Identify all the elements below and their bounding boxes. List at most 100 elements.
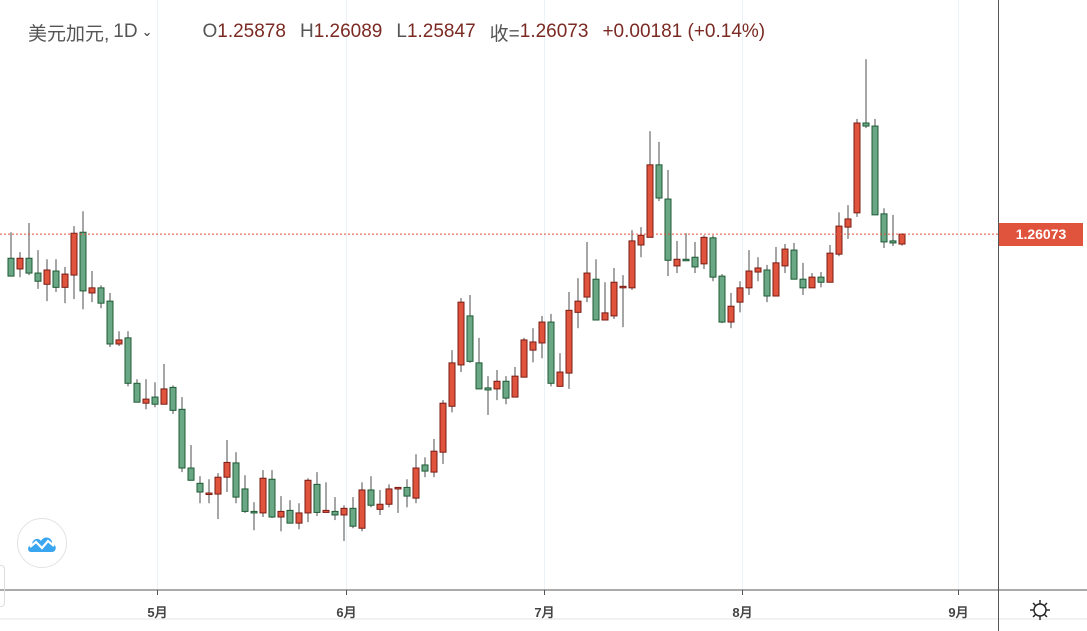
candle-down (862, 59, 870, 129)
candle-body (646, 164, 654, 238)
candle-up (583, 241, 591, 303)
candle-body (421, 464, 429, 472)
chart-legend: 美元加元, 1D ⌄ O 1.25878 H 1.26089 L 1.25847 收=… (28, 18, 765, 46)
candle-down (124, 331, 132, 387)
candle-body (34, 272, 42, 282)
grid-lines (157, 0, 959, 595)
candle-down (655, 141, 663, 202)
candle-up (70, 226, 78, 300)
candle-body (124, 337, 132, 384)
gear-icon[interactable] (1028, 598, 1052, 622)
candle-body (457, 301, 465, 366)
candle-up (898, 233, 906, 246)
month-label: 8月 (732, 605, 753, 620)
candle-up (619, 275, 627, 328)
candle-down (709, 235, 717, 282)
candle-down (241, 475, 249, 513)
candle-up (493, 370, 501, 401)
open-label: O (202, 21, 218, 42)
candle-body (475, 362, 483, 390)
candle-up (277, 496, 285, 532)
candle-body (484, 387, 492, 391)
candle-up (574, 278, 582, 329)
candle-up (394, 486, 402, 513)
candle-up (214, 473, 222, 520)
candle-body (583, 272, 591, 298)
candle-body (511, 375, 519, 398)
candle-up (205, 479, 213, 504)
candle-up (520, 337, 528, 378)
candle-down (268, 470, 276, 519)
candle-body (628, 240, 636, 289)
candle-body (601, 312, 609, 321)
candle-down (133, 379, 141, 403)
chevron-down-icon[interactable]: ⌄ (141, 24, 153, 39)
candle-body (673, 258, 681, 267)
candle-body (664, 198, 672, 261)
candle-body (754, 267, 762, 273)
side-panel-handle[interactable] (0, 565, 5, 607)
candle-down (484, 376, 492, 415)
candle-body (889, 240, 897, 244)
candle-up (700, 235, 708, 269)
candle-body (376, 503, 384, 510)
candle-body (817, 276, 825, 283)
candle-down (34, 250, 42, 289)
candle-up (16, 252, 24, 278)
candle-body (808, 276, 816, 289)
candle-down (889, 214, 897, 247)
candle-body (142, 398, 150, 404)
candle-body (709, 237, 717, 278)
candle-up (844, 205, 852, 239)
candle-body (466, 315, 474, 362)
candle-body (88, 287, 96, 294)
candle-body (610, 281, 618, 317)
candle-body (133, 382, 141, 403)
candles (7, 59, 906, 542)
candle-body (763, 269, 771, 297)
tradingview-logo-button[interactable] (17, 518, 67, 568)
candle-down (502, 376, 510, 405)
candle-up (754, 257, 762, 282)
candle-body (700, 236, 708, 265)
low-label: L (396, 21, 407, 42)
candle-up (781, 243, 789, 274)
candle-down (232, 452, 240, 504)
candle-body (502, 380, 510, 399)
candle-body (403, 486, 411, 497)
symbol-name[interactable]: 美元加元, (28, 23, 110, 45)
candle-up (322, 482, 330, 513)
candle-down (466, 295, 474, 363)
candle-down (250, 502, 258, 531)
candle-down (763, 264, 771, 303)
candle-up (259, 470, 267, 518)
candle-body (871, 125, 879, 216)
candle-down (691, 241, 699, 274)
candle-body (574, 300, 582, 313)
candle-body (151, 396, 159, 405)
candle-body (790, 249, 798, 280)
candle-body (781, 248, 789, 267)
candle-up (304, 478, 312, 523)
candle-up (853, 118, 861, 217)
candle-body (520, 339, 528, 378)
candle-down (880, 208, 888, 249)
candle-up (295, 503, 303, 530)
candle-down (664, 169, 672, 277)
close-value: 1.26073 (519, 21, 589, 42)
interval-selector[interactable]: 1D (113, 21, 138, 42)
candle-body (880, 213, 888, 243)
candle-up (61, 266, 69, 304)
candle-body (385, 488, 393, 505)
candle-down (475, 337, 483, 390)
candle-up (565, 291, 573, 389)
candle-down (151, 382, 159, 408)
candle-body (97, 287, 105, 304)
candle-body (295, 512, 303, 524)
candle-down (286, 500, 294, 524)
candle-body (898, 233, 906, 245)
candle-body (565, 309, 573, 374)
candle-body (538, 321, 546, 344)
month-label: 5月 (147, 605, 168, 620)
